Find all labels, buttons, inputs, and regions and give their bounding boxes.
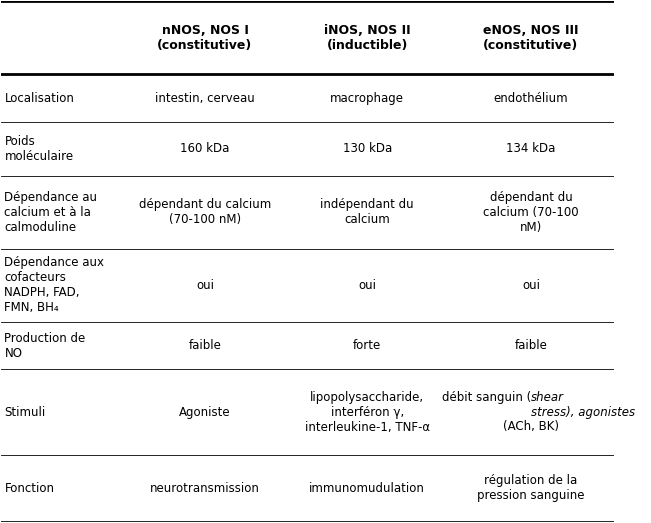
- Text: stress), agonistes: stress), agonistes: [479, 406, 583, 419]
- Text: immunomudulation: immunomudulation: [309, 482, 425, 495]
- Text: indépendant du
calcium: indépendant du calcium: [320, 198, 414, 226]
- Text: 160 kDa: 160 kDa: [180, 142, 230, 155]
- Text: débit sanguin (: débit sanguin (: [441, 391, 531, 404]
- Text: Dépendance aux
cofacteurs
NADPH, FAD,
FMN, BH₄: Dépendance aux cofacteurs NADPH, FAD, FM…: [5, 256, 104, 314]
- Text: lipopolysaccharide,
interféron γ,
interleukine-1, TNF-α: lipopolysaccharide, interféron γ, interl…: [305, 391, 430, 434]
- Text: macrophage: macrophage: [330, 92, 404, 105]
- Text: Stimuli: Stimuli: [5, 406, 46, 419]
- Text: dépendant du
calcium (70-100
nM): dépendant du calcium (70-100 nM): [483, 191, 579, 234]
- Text: endothélium: endothélium: [493, 92, 568, 105]
- Text: 130 kDa: 130 kDa: [342, 142, 392, 155]
- Text: (ACh, BK): (ACh, BK): [503, 420, 559, 433]
- Text: régulation de la
pression sanguine: régulation de la pression sanguine: [477, 474, 585, 502]
- Text: Production de
NO: Production de NO: [5, 332, 86, 359]
- Text: neurotransmission: neurotransmission: [150, 482, 260, 495]
- Text: Localisation: Localisation: [5, 92, 74, 105]
- Text: oui: oui: [196, 279, 214, 292]
- Text: débit sanguin (shear: débit sanguin (shear: [470, 391, 592, 404]
- Text: eNOS, NOS III
(constitutive): eNOS, NOS III (constitutive): [483, 24, 579, 52]
- Text: Fonction: Fonction: [5, 482, 55, 495]
- Text: intestin, cerveau: intestin, cerveau: [155, 92, 255, 105]
- Text: Poids
moléculaire: Poids moléculaire: [5, 135, 74, 163]
- Text: Dépendance au
calcium et à la
calmoduline: Dépendance au calcium et à la calmodulin…: [5, 191, 98, 234]
- Text: oui: oui: [358, 279, 376, 292]
- Text: iNOS, NOS II
(inductible): iNOS, NOS II (inductible): [324, 24, 411, 52]
- Text: forte: forte: [353, 339, 381, 352]
- Text: faible: faible: [514, 339, 547, 352]
- Text: 134 kDa: 134 kDa: [506, 142, 556, 155]
- Text: dépendant du calcium
(70-100 nM): dépendant du calcium (70-100 nM): [139, 198, 271, 226]
- Text: faible: faible: [189, 339, 221, 352]
- Text: shear: shear: [531, 391, 564, 404]
- Text: nNOS, NOS I
(constitutive): nNOS, NOS I (constitutive): [158, 24, 253, 52]
- Text: oui: oui: [522, 279, 540, 292]
- Text: stress), agonistes: stress), agonistes: [531, 406, 635, 419]
- Text: Agoniste: Agoniste: [179, 406, 230, 419]
